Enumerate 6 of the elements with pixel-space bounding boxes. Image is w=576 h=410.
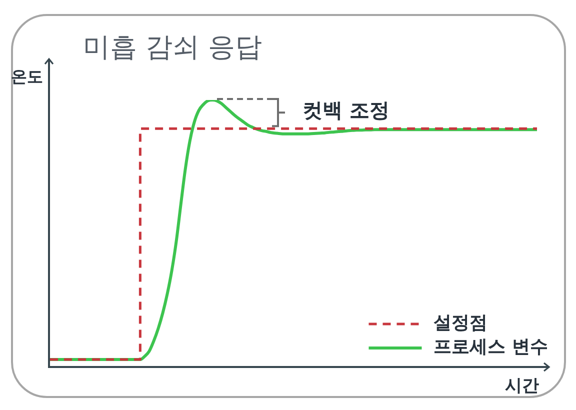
y-axis-title: 온도	[11, 67, 43, 86]
x-axis-title: 시간	[505, 376, 539, 396]
annotation: 컷백 조정	[302, 98, 390, 122]
legend-label: 프로세스 변수	[434, 336, 548, 358]
legend-label: 설정점	[434, 312, 488, 334]
chart-title: 미흡 감쇠 응답	[83, 32, 262, 63]
